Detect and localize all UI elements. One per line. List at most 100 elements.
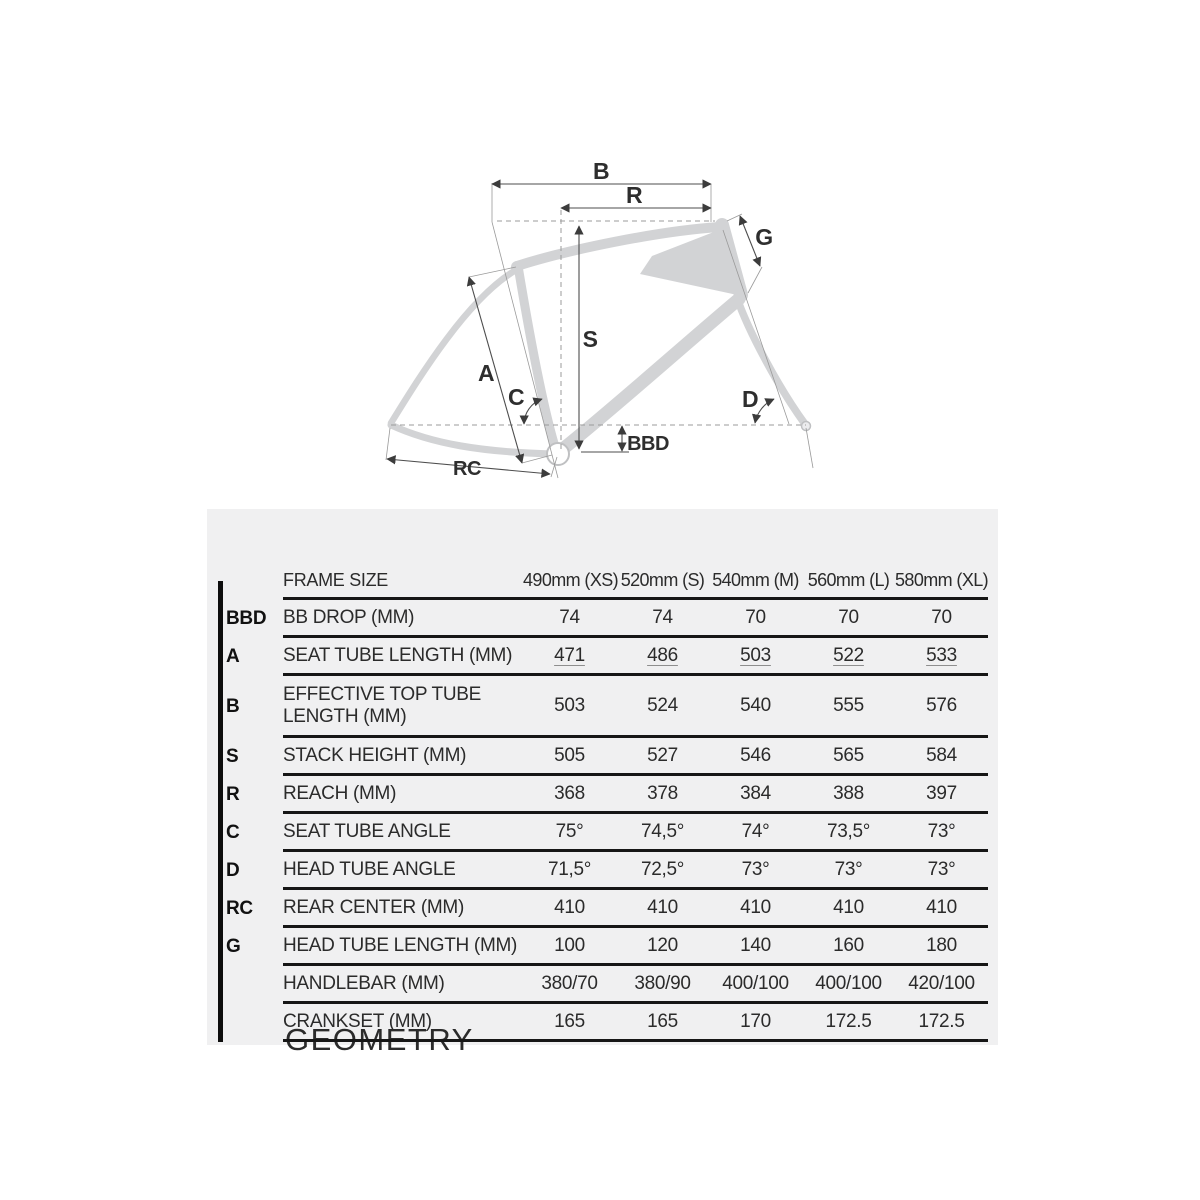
cell-value: 410 (740, 896, 771, 918)
row-label: SEAT TUBE LENGTH (MM) (283, 644, 513, 666)
cell-value: 503 (554, 694, 585, 716)
row-label: HEAD TUBE LENGTH (MM) (283, 934, 518, 956)
dim-label-stack: S (583, 326, 598, 352)
dim-label-reach: R (626, 182, 643, 208)
row-code: A (226, 646, 240, 667)
cell-value: 565 (833, 744, 864, 766)
size-column-header: 580mm (XL) (895, 569, 989, 590)
size-column-header: 540mm (M) (712, 569, 799, 590)
cell-value: 584 (926, 744, 957, 766)
table-row: CRANKSET (MM) 165 165 170 172.5 172.5 (226, 1004, 988, 1042)
cell-value: 420/100 (908, 972, 975, 994)
row-code: R (226, 784, 240, 805)
cell-value: 576 (926, 694, 957, 716)
geometry-panel: GEOMETRY FRAME SIZE 490mm (XS) 520mm (S)… (207, 509, 998, 1057)
seat-tube-length-value-link[interactable]: 503 (740, 644, 771, 666)
cell-value: 140 (740, 934, 771, 956)
cell-value: 71,5° (547, 858, 592, 880)
table-row: C SEAT TUBE ANGLE 75° 74,5° 74° 73,5° 73… (226, 814, 988, 852)
cell-value: 180 (926, 934, 957, 956)
dim-label-bb-drop: BBD (627, 433, 669, 455)
dim-label-rear-center: RC (453, 458, 481, 480)
table-row: HANDLEBAR (MM) 380/70 380/90 400/100 400… (226, 966, 988, 1004)
size-column-header: 490mm (XS) (523, 569, 619, 590)
row-code: G (226, 936, 241, 957)
cell-value: 70 (931, 606, 952, 628)
cell-value: 410 (647, 896, 678, 918)
cell-value: 400/100 (815, 972, 882, 994)
cell-value: 410 (554, 896, 585, 918)
cell-value: 73° (927, 858, 956, 880)
cell-value: 400/100 (722, 972, 789, 994)
size-column-header: 520mm (S) (620, 569, 705, 590)
row-code: D (226, 860, 240, 881)
cell-value: 73,5° (826, 820, 871, 842)
table-row: R REACH (MM) 368 378 384 388 397 (226, 776, 988, 814)
table-row: G HEAD TUBE LENGTH (MM) 100 120 140 160 … (226, 928, 988, 966)
dim-label-head-tube-length: G (755, 224, 772, 250)
bottom-bracket (546, 442, 570, 466)
left-accent-bar (218, 581, 223, 1042)
table-row: RC REAR CENTER (MM) 410 410 410 410 410 (226, 890, 988, 928)
cell-value: 380/70 (541, 972, 598, 994)
cell-value: 172.5 (825, 1010, 872, 1032)
table-row: D HEAD TUBE ANGLE 71,5° 72,5° 73° 73° 73… (226, 852, 988, 890)
cell-value: 378 (647, 782, 678, 804)
row-label: SEAT TUBE ANGLE (283, 820, 451, 842)
cell-value: 384 (740, 782, 771, 804)
cell-value: 410 (926, 896, 957, 918)
row-code: C (226, 822, 240, 843)
cell-value: 73° (741, 858, 770, 880)
seat-tube-length-value-link[interactable]: 471 (554, 644, 585, 666)
table-row: BBD BB DROP (MM) 74 74 70 70 70 (226, 600, 988, 638)
seat-tube-length-value-link[interactable]: 486 (647, 644, 678, 666)
frame-size-header: FRAME SIZE (283, 569, 389, 590)
cell-value: 74,5° (640, 820, 685, 842)
row-code: B (226, 696, 240, 717)
cell-value: 73° (927, 820, 956, 842)
dimension-lines (386, 179, 775, 478)
row-label: CRANKSET (MM) (283, 1010, 432, 1032)
cell-value: 74 (652, 606, 673, 628)
row-code: BBD (226, 608, 267, 629)
row-label: REAR CENTER (MM) (283, 896, 464, 918)
dim-label-top-tube: B (593, 158, 609, 184)
cell-value: 70 (745, 606, 766, 628)
geometry-table: FRAME SIZE 490mm (XS) 520mm (S) 540mm (M… (226, 563, 989, 1042)
row-code: RC (226, 898, 253, 919)
bike-frame-geometry-diagram: B R G S A C D BBD RC (385, 158, 814, 480)
row-label: HEAD TUBE ANGLE (283, 858, 456, 880)
row-code (226, 1004, 283, 1042)
row-label: BB DROP (MM) (283, 606, 415, 628)
cell-value: 73° (834, 858, 863, 880)
cell-value: 546 (740, 744, 771, 766)
table-row: A SEAT TUBE LENGTH (MM) 471 486 503 522 … (226, 638, 988, 676)
table-header-row: FRAME SIZE 490mm (XS) 520mm (S) 540mm (M… (226, 563, 989, 600)
seat-tube-length-value-link[interactable]: 533 (926, 644, 957, 666)
cell-value: 172.5 (918, 1010, 965, 1032)
row-code: S (226, 746, 239, 767)
cell-value: 410 (833, 896, 864, 918)
cell-value: 74° (741, 820, 770, 842)
cell-value: 165 (554, 1010, 585, 1032)
cell-value: 74 (559, 606, 580, 628)
dim-label-seat-tube-angle: C (508, 384, 524, 410)
frame-silhouette (387, 218, 812, 466)
seat-tube-length-value-link[interactable]: 522 (833, 644, 864, 666)
table-row: B EFFECTIVE TOP TUBE LENGTH (MM) 503 524… (226, 676, 988, 738)
cell-value: 75° (555, 820, 584, 842)
row-label: STACK HEIGHT (MM) (283, 744, 467, 766)
row-label: REACH (MM) (283, 782, 397, 804)
cell-value: 555 (833, 694, 864, 716)
cell-value: 165 (647, 1010, 678, 1032)
cell-value: 160 (833, 934, 864, 956)
cell-value: 540 (740, 694, 771, 716)
cell-value: 527 (647, 744, 678, 766)
size-column-header: 560mm (L) (807, 569, 890, 590)
cell-value: 100 (554, 934, 585, 956)
cell-value: 380/90 (634, 972, 691, 994)
front-dropout (800, 420, 812, 432)
dim-label-head-tube-angle: D (742, 386, 758, 412)
cell-value: 368 (554, 782, 585, 804)
table-row: S STACK HEIGHT (MM) 505 527 546 565 584 (226, 738, 988, 776)
